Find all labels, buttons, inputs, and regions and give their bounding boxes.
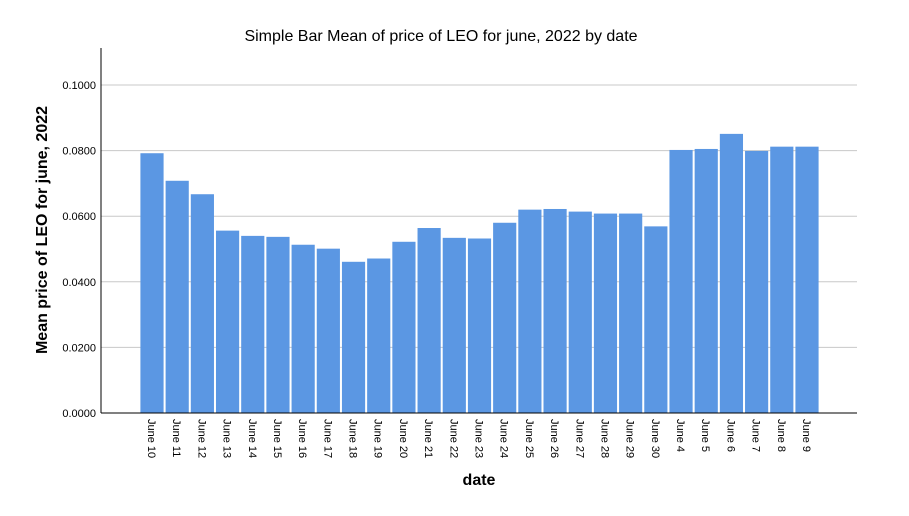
chart-title: Simple Bar Mean of price of LEO for june… (244, 28, 637, 45)
x-tick-label: June 12 (195, 419, 207, 458)
bar (417, 228, 441, 413)
bar (165, 180, 189, 413)
x-tick-label: June 30 (649, 419, 661, 458)
x-tick-label: June 13 (221, 419, 233, 458)
x-tick-label: June 16 (296, 419, 308, 458)
bar (367, 258, 391, 413)
x-tick-label: June 19 (372, 419, 384, 458)
x-tick-label: June 11 (170, 419, 182, 457)
bar (442, 237, 466, 413)
x-tick-label: June 26 (548, 419, 560, 458)
x-tick-label: June 9 (800, 419, 812, 452)
x-tick-label: June 17 (321, 419, 333, 458)
x-tick-label: June 15 (271, 419, 283, 458)
bar (316, 248, 340, 413)
bar (518, 209, 542, 413)
bar (745, 150, 769, 414)
bars (140, 133, 819, 414)
x-tick-label: June 4 (674, 419, 686, 452)
x-tick-label: June 25 (523, 419, 535, 458)
y-tick-label: 0.1000 (62, 80, 96, 92)
x-tick-label: June 21 (422, 419, 434, 458)
x-tick-label: June 27 (573, 419, 585, 458)
x-tick-label: June 5 (699, 419, 711, 452)
y-tick-label: 0.0600 (62, 211, 96, 223)
x-tick-label: June 22 (447, 419, 459, 458)
bar (644, 226, 668, 413)
bar (392, 241, 416, 413)
bar (543, 208, 567, 413)
x-tick-label: June 18 (347, 419, 359, 458)
y-axis-title: Mean price of LEO for june, 2022 (34, 106, 51, 354)
y-tick-label: 0.0400 (62, 277, 96, 289)
y-axis-ticks: 0.0000 0.0200 0.0400 0.0600 0.0800 0.1000 (62, 80, 96, 420)
bar (241, 235, 265, 413)
x-tick-label: June 28 (598, 419, 610, 458)
bar (619, 213, 643, 413)
x-tick-label: June 20 (397, 419, 409, 458)
bar (467, 238, 492, 413)
x-tick-label: June 6 (724, 419, 736, 452)
bar (493, 222, 517, 413)
bar (719, 133, 744, 413)
bar (140, 153, 164, 413)
bar (215, 230, 240, 413)
x-tick-label: June 14 (246, 419, 258, 458)
y-tick-label: 0.0000 (62, 408, 96, 420)
bar (341, 261, 366, 413)
x-tick-label: June 8 (775, 419, 787, 452)
x-tick-label: June 7 (750, 419, 762, 452)
bar (669, 149, 693, 413)
x-tick-label: June 23 (473, 419, 485, 458)
x-tick-label: June 29 (624, 419, 636, 458)
bar (568, 211, 592, 413)
bar (770, 146, 794, 413)
x-tick-label: June 10 (145, 419, 157, 458)
x-tick-label: June 24 (498, 419, 510, 458)
y-tick-label: 0.0800 (62, 146, 96, 158)
bar (694, 148, 718, 413)
x-axis-title: date (463, 472, 496, 489)
bar (593, 213, 618, 413)
bar (190, 194, 214, 413)
bar (291, 244, 315, 413)
bar (266, 236, 290, 413)
bar (795, 146, 819, 413)
x-axis-ticks: June 10 June 11 June 12 June 13 June 14 June … (145, 419, 812, 458)
y-tick-label: 0.0200 (62, 342, 96, 354)
